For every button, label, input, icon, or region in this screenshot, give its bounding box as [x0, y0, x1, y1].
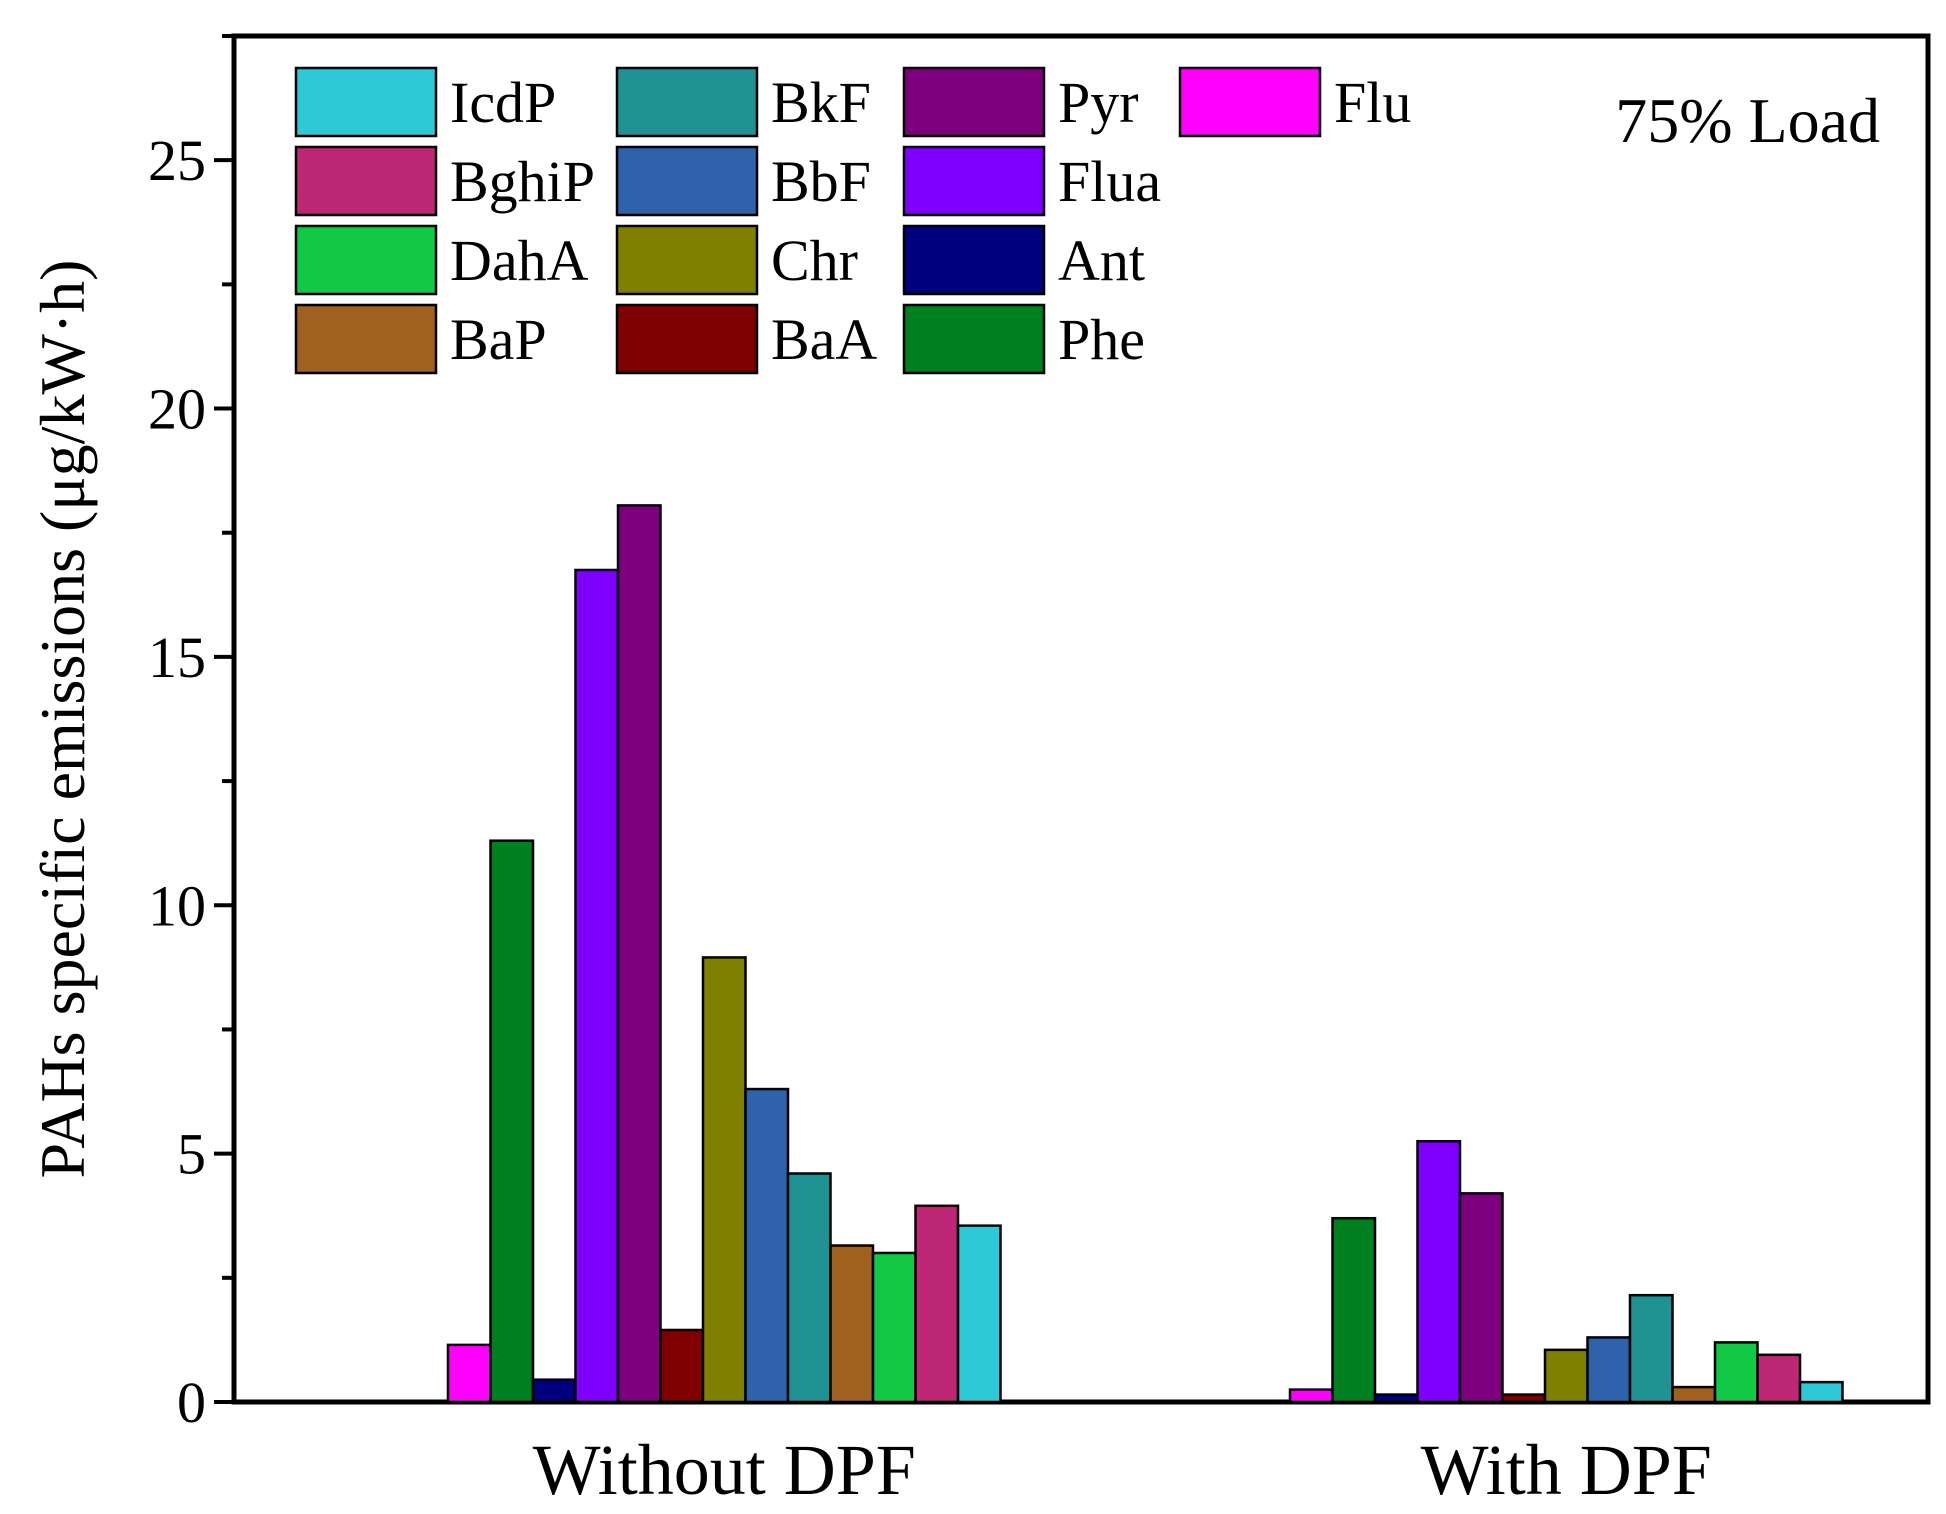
bar-baa-with-dpf [1501, 1393, 1547, 1404]
legend-label-daha: DahA [450, 228, 589, 293]
legend-swatch-icdp [294, 66, 438, 138]
bar-ant-with-dpf [1373, 1393, 1419, 1404]
bar-bghip-with-dpf [1756, 1353, 1802, 1404]
y-tick-label: 5 [177, 1122, 206, 1187]
bars [446, 504, 1844, 1404]
legend-label-bbf: BbF [771, 149, 871, 214]
legend-swatch-bghip [294, 145, 438, 217]
legend-label-bghip: BghiP [450, 149, 595, 214]
legend-swatch-chr [615, 224, 759, 296]
bar-phe-without-dpf [489, 839, 535, 1404]
legend-label-baa: BaA [771, 307, 877, 372]
legend-swatch-daha [294, 224, 438, 296]
bar-bbf-with-dpf [1586, 1336, 1632, 1404]
bar-ant-without-dpf [531, 1378, 577, 1404]
bar-bap-with-dpf [1671, 1385, 1717, 1404]
legend-swatch-flua [902, 145, 1046, 217]
bar-phe-with-dpf [1331, 1216, 1377, 1404]
legend-label-pyr: Pyr [1058, 70, 1139, 135]
bar-bap-without-dpf [829, 1244, 875, 1404]
legend-label-phe: Phe [1058, 307, 1145, 372]
legend-label-icdp: IcdP [450, 70, 556, 135]
bar-baa-without-dpf [659, 1328, 705, 1404]
y-axis-ticks: 0 5 10 15 20 25 [148, 34, 234, 1435]
y-axis-title: PAHs specific emissions (μg/kW·h) [27, 260, 98, 1179]
category-labels: Without DPF With DPF [533, 1430, 1712, 1510]
y-tick-label: 25 [148, 128, 206, 193]
bar-icdp-without-dpf [956, 1224, 1002, 1404]
bar-daha-with-dpf [1713, 1341, 1759, 1404]
legend-swatch-bbf [615, 145, 759, 217]
bar-chr-with-dpf [1543, 1348, 1589, 1404]
x-category-label: Without DPF [533, 1430, 916, 1510]
legend-swatch-phe [902, 303, 1046, 375]
y-tick-label: 20 [148, 377, 206, 442]
legend-label-ant: Ant [1058, 228, 1145, 293]
legend-label-chr: Chr [771, 228, 858, 293]
legend-swatch-bap [294, 303, 438, 375]
bar-chr-without-dpf [701, 956, 747, 1404]
bar-flu-with-dpf [1288, 1388, 1334, 1404]
x-category-label: With DPF [1421, 1430, 1712, 1510]
y-tick-label: 15 [148, 625, 206, 690]
legend: IcdP BkF Pyr Flu BghiP BbF Flua DahA Chr Ant BaP Ba… [294, 66, 1411, 375]
bar-icdp-with-dpf [1798, 1380, 1844, 1404]
legend-label-bkf: BkF [771, 70, 871, 135]
y-tick-label: 10 [148, 873, 206, 938]
bar-pyr-without-dpf [616, 504, 662, 1404]
legend-swatch-bkf [615, 66, 759, 138]
load-annotation: 75% Load [1615, 85, 1880, 156]
legend-swatch-baa [615, 303, 759, 375]
bar-bkf-with-dpf [1628, 1293, 1674, 1404]
bar-bghip-without-dpf [914, 1204, 960, 1404]
bar-flua-with-dpf [1416, 1139, 1462, 1404]
bar-bbf-without-dpf [744, 1087, 790, 1404]
legend-swatch-flu [1178, 66, 1322, 138]
legend-label-flua: Flua [1058, 149, 1161, 214]
y-tick-label: 0 [177, 1370, 206, 1435]
bar-flu-without-dpf [446, 1343, 492, 1404]
bar-flua-without-dpf [574, 568, 620, 1404]
bar-daha-without-dpf [871, 1251, 917, 1404]
legend-swatch-ant [902, 224, 1046, 296]
bar-pyr-with-dpf [1458, 1192, 1504, 1404]
bar-bkf-without-dpf [786, 1172, 832, 1404]
legend-label-bap: BaP [450, 307, 547, 372]
legend-swatch-pyr [902, 66, 1046, 138]
plot-frame [231, 33, 1931, 1405]
legend-label-flu: Flu [1334, 70, 1411, 135]
